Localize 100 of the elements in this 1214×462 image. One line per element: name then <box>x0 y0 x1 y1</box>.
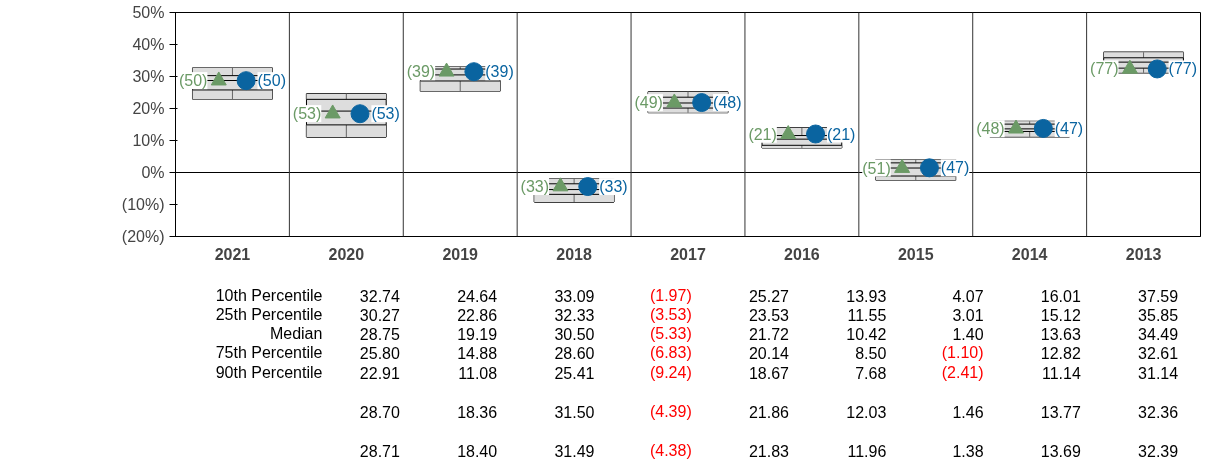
x-tick-label: 2013 <box>1125 245 1162 263</box>
text: 13.93 <box>846 287 887 305</box>
annotation: (47) <box>940 159 970 177</box>
text: 32.36 <box>1138 403 1179 421</box>
text: 25.27 <box>748 287 790 305</box>
annotation: (49) <box>634 94 663 112</box>
annotation: (39) <box>406 63 436 81</box>
annotation: (53) <box>371 105 400 123</box>
annotation: (50) <box>178 72 208 90</box>
text: 15.12 <box>1040 306 1081 324</box>
text: 25.41 <box>554 364 595 382</box>
y-tick-label: 20% <box>132 100 165 117</box>
text: 22.86 <box>457 306 498 324</box>
text: 1.46 <box>952 403 984 421</box>
text: 25th Percentile <box>215 306 323 323</box>
text: 24.64 <box>457 287 498 305</box>
text: (1.10) <box>941 344 984 361</box>
text: 1.38 <box>952 442 984 460</box>
text: (2.41) <box>941 364 984 381</box>
text: 37.59 <box>1138 287 1179 305</box>
text: 21.83 <box>748 442 790 460</box>
text: 30.50 <box>554 325 595 343</box>
text: 3.01 <box>952 306 984 324</box>
text: 18.67 <box>748 364 790 382</box>
text: 18.36 <box>457 403 498 421</box>
text: 32.74 <box>359 287 400 305</box>
text: Median <box>269 325 323 342</box>
text: 19.19 <box>457 325 498 343</box>
annotation: (48) <box>976 120 1005 138</box>
text: 11.96 <box>847 442 887 460</box>
annotation: (33) <box>520 178 550 196</box>
text: 22.91 <box>359 364 400 382</box>
annotation: (77) <box>1168 60 1198 78</box>
annotation: (50) <box>257 72 286 90</box>
text: 4.07 <box>952 287 984 305</box>
text: 28.70 <box>359 403 400 421</box>
text: 13.69 <box>1040 442 1081 460</box>
y-tick-label: (20%) <box>121 228 165 245</box>
text: 16.01 <box>1040 287 1081 305</box>
text: 1.40 <box>952 325 984 343</box>
x-tick-label: 2017 <box>670 245 706 263</box>
text: 28.75 <box>359 325 400 343</box>
x-tick-label: 2015 <box>897 245 934 263</box>
y-tick-label: 40% <box>132 36 165 53</box>
y-tick-label: (10%) <box>121 196 165 213</box>
text: 28.60 <box>554 344 595 362</box>
text: 32.33 <box>554 306 595 324</box>
text: 75th Percentile <box>215 344 323 361</box>
text: 33.09 <box>554 287 595 305</box>
y-tick-label: 0% <box>141 164 165 181</box>
text: 11.14 <box>1041 364 1081 382</box>
annotation: (48) <box>713 94 742 112</box>
text: 28.71 <box>359 442 400 460</box>
text: 31.49 <box>554 442 595 460</box>
text: (5.33) <box>649 325 692 342</box>
y-tick-label: 10% <box>132 132 165 149</box>
annotation: (77) <box>1090 60 1119 78</box>
text: 25.80 <box>359 344 400 362</box>
text: 8.50 <box>855 344 887 362</box>
text: 32.39 <box>1138 442 1179 460</box>
text: 34.49 <box>1138 325 1179 343</box>
x-tick-label: 2021 <box>214 245 251 263</box>
text: 11.55 <box>847 306 887 324</box>
text: 10.42 <box>846 325 887 343</box>
text: 7.68 <box>855 364 887 382</box>
text: 13.63 <box>1040 325 1081 343</box>
text: 13.77 <box>1040 403 1081 421</box>
x-tick-label: 2014 <box>1011 245 1048 263</box>
text: 32.61 <box>1138 344 1179 362</box>
x-tick-label: 2016 <box>784 245 820 263</box>
text: 12.82 <box>1040 344 1081 362</box>
text: 31.14 <box>1138 364 1179 382</box>
text: (9.24) <box>649 364 692 381</box>
text: 14.88 <box>457 344 498 362</box>
text: (4.39) <box>649 403 692 420</box>
text: 10th Percentile <box>215 287 323 304</box>
text: 35.85 <box>1138 306 1179 324</box>
annotation: (53) <box>292 105 322 123</box>
y-tick-label: 30% <box>132 68 165 85</box>
text: 11.08 <box>458 364 498 382</box>
text: 30.27 <box>359 306 400 324</box>
annotation: (21) <box>748 125 777 143</box>
text: (3.53) <box>649 306 692 323</box>
text: 31.50 <box>554 403 595 421</box>
text: 20.14 <box>748 344 790 362</box>
text: 12.03 <box>846 403 887 421</box>
annotation: (47) <box>1054 119 1084 137</box>
annotation: (39) <box>485 63 514 81</box>
text: (6.83) <box>649 344 692 361</box>
x-tick-label: 2018 <box>556 245 593 263</box>
y-tick-label: 50% <box>132 4 165 21</box>
annotation: (21) <box>826 125 856 143</box>
text: 21.72 <box>748 325 790 343</box>
text: 90th Percentile <box>215 364 323 381</box>
text: (4.38) <box>649 442 692 459</box>
x-tick-label: 2019 <box>442 245 479 263</box>
x-tick-label: 2020 <box>328 245 365 263</box>
text: 18.40 <box>457 442 498 460</box>
annotation: (51) <box>862 159 891 177</box>
annotation: (33) <box>599 178 628 196</box>
